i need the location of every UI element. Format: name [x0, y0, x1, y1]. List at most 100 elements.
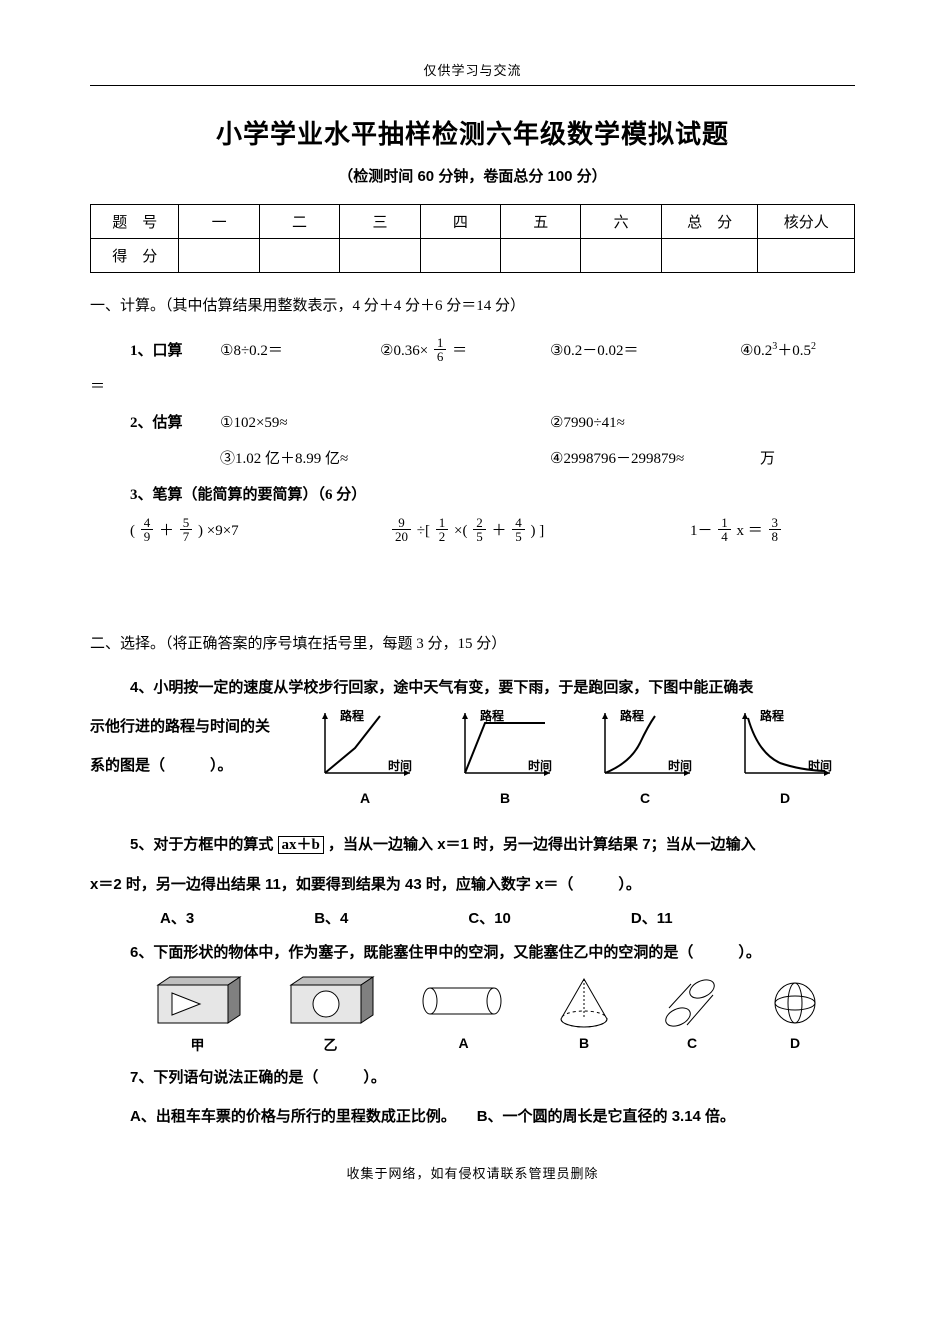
cell: 五	[501, 205, 581, 239]
cell	[259, 239, 339, 273]
chart-label: C	[590, 790, 700, 806]
fraction: 25	[473, 516, 486, 543]
cell: 四	[420, 205, 500, 239]
q3a: ( 49 ＋ 57 ) ×9×7	[130, 513, 390, 549]
d: 5	[512, 530, 525, 543]
t: ＋	[159, 523, 174, 539]
cell	[179, 239, 259, 273]
t: ＋	[491, 523, 506, 539]
q2-row1: 2、估算 ①102×59≈ ②7990÷41≈	[130, 405, 855, 441]
d: 2	[436, 530, 449, 543]
q2d: ④2998796－299879≈	[550, 441, 760, 477]
n: 9	[392, 516, 411, 530]
cell: 题 号	[91, 205, 179, 239]
cell	[340, 239, 420, 273]
fraction: 14	[718, 516, 731, 543]
label: A	[416, 1035, 511, 1051]
x-label: 时间	[808, 758, 832, 773]
q1c: ③0.2－0.02＝	[550, 333, 740, 369]
text: ＝	[90, 369, 105, 405]
q2a: ①102×59≈	[220, 405, 550, 441]
chart-d: 路程 时间 D	[730, 708, 840, 806]
opt-b: B、一个圆的周长是它直径的 3.14 倍。	[477, 1108, 735, 1125]
cell	[501, 239, 581, 273]
fraction: 57	[180, 516, 193, 543]
chart-icon: 路程 时间	[310, 708, 420, 788]
n: 1	[436, 516, 449, 530]
cell: 一	[179, 205, 259, 239]
q4-line1: 4、小明按一定的速度从学校步行回家，途中天气有变，要下雨，于是跑回家，下图中能正…	[130, 671, 855, 704]
q1-row: 1、口算 ①8÷0.2＝ ②0.36× 16 ＝ ③0.2－0.02＝ ④0.2…	[130, 333, 855, 369]
n: 4	[512, 516, 525, 530]
chart-a: 路程 时间 A	[310, 708, 420, 806]
footer-note: 收集于网络，如有侵权请联系管理员删除	[90, 1163, 855, 1182]
shape-a: A	[416, 973, 511, 1055]
cell	[581, 239, 661, 273]
y-label: 路程	[620, 708, 644, 723]
cell: 核分人	[758, 205, 855, 239]
q1b: ②0.36× 16 ＝	[380, 333, 550, 369]
shape-jia: 甲	[150, 973, 245, 1055]
d: 20	[392, 530, 411, 543]
chart-icon: 路程 时间	[730, 708, 840, 788]
q6-line: 6、下面形状的物体中，作为塞子，既能塞住甲中的空洞，又能塞住乙中的空洞的是（ ）…	[130, 936, 855, 969]
t: 1－	[690, 523, 713, 539]
cell: 总 分	[661, 205, 758, 239]
q5-line2: x＝2 时，另一边得出结果 11，如要得到结果为 43 时，应输入数字 x＝（ …	[90, 868, 855, 901]
t: ，当从一边输入 x＝1 时，另一边得出计算结果 7；当从一边输入	[328, 836, 756, 853]
q1-tail: ＝	[90, 369, 855, 405]
cell	[420, 239, 500, 273]
q2d-unit: 万	[760, 441, 775, 477]
box-triangle-icon	[150, 973, 245, 1033]
d: 9	[141, 530, 154, 543]
x-label: 时间	[668, 758, 692, 773]
header-rule	[90, 85, 855, 86]
fraction: 38	[769, 516, 782, 543]
label: 甲	[150, 1035, 245, 1055]
cylinder-icon	[416, 973, 511, 1033]
header-note: 仅供学习与交流	[90, 60, 855, 79]
x-label: 时间	[388, 758, 412, 773]
shape-b: B	[549, 973, 619, 1055]
chart-label: B	[450, 790, 560, 806]
n: 1	[718, 516, 731, 530]
box-circle-icon	[283, 973, 378, 1033]
label: D	[765, 1035, 825, 1051]
t: ÷[	[417, 523, 430, 539]
chart-b: 路程 时间 B	[450, 708, 560, 806]
q3b: 920 ÷[ 12 ×( 25 ＋ 45 ) ]	[390, 513, 690, 549]
num: 1	[434, 336, 447, 350]
n: 5	[180, 516, 193, 530]
t: ) ×9×7	[198, 523, 239, 539]
cell	[758, 239, 855, 273]
opt-a: A、出租车车票的价格与所行的里程数成正比例。	[130, 1108, 456, 1125]
label: C	[657, 1035, 727, 1051]
table-row: 题 号 一 二 三 四 五 六 总 分 核分人	[91, 205, 855, 239]
d: 5	[473, 530, 486, 543]
fraction: 49	[141, 516, 154, 543]
t: ) ]	[530, 523, 544, 539]
section1-head: 一、计算。（其中估算结果用整数表示，4 分＋4 分＋6 分＝14 分）	[90, 291, 855, 321]
cone-icon	[549, 973, 619, 1033]
t: 5、对于方框中的算式	[130, 836, 273, 853]
text: ②0.36×	[380, 343, 428, 359]
n: 3	[769, 516, 782, 530]
d: 8	[769, 530, 782, 543]
blank-space	[90, 549, 855, 619]
opt: A、3	[160, 907, 194, 928]
label: B	[549, 1035, 619, 1051]
opt: B、4	[314, 907, 348, 928]
n: 2	[473, 516, 486, 530]
chart-label: A	[310, 790, 420, 806]
fraction: 16	[434, 336, 447, 363]
q1a: ①8÷0.2＝	[220, 333, 380, 369]
d: 4	[718, 530, 731, 543]
cell: 三	[340, 205, 420, 239]
q3-label: 3、笔算（能简算的要简算）（6 分）	[130, 477, 855, 513]
exam-page: 仅供学习与交流 小学学业水平抽样检测六年级数学模拟试题 （检测时间 60 分钟，…	[0, 0, 945, 1222]
q7-opts: A、出租车车票的价格与所行的里程数成正比例。 B、一个圆的周长是它直径的 3.1…	[130, 1100, 855, 1133]
cell	[661, 239, 758, 273]
slant-cylinder-icon	[657, 973, 727, 1033]
y-label: 路程	[340, 708, 364, 723]
q4-block: 示他行进的路程与时间的关 系的图是（ ）。 路程 时间 A	[90, 710, 855, 782]
